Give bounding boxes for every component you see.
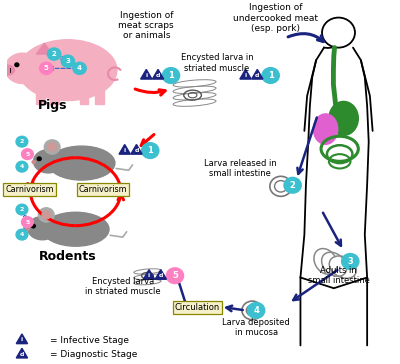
Text: 1: 1	[147, 146, 153, 155]
Ellipse shape	[0, 65, 14, 75]
Ellipse shape	[329, 102, 358, 135]
Text: 5: 5	[172, 271, 178, 280]
Circle shape	[16, 161, 28, 172]
Circle shape	[16, 204, 28, 215]
Circle shape	[61, 55, 74, 67]
Circle shape	[22, 217, 33, 228]
Circle shape	[26, 228, 29, 231]
Text: = Infective Stage: = Infective Stage	[50, 336, 129, 345]
Circle shape	[48, 48, 61, 60]
Circle shape	[32, 161, 35, 163]
Bar	[80, 84, 88, 104]
Polygon shape	[141, 70, 152, 79]
Circle shape	[342, 254, 359, 269]
Circle shape	[31, 224, 35, 228]
Text: 2: 2	[290, 181, 296, 190]
Polygon shape	[143, 270, 155, 279]
Text: d: d	[159, 273, 163, 278]
Ellipse shape	[28, 217, 57, 240]
Ellipse shape	[19, 40, 117, 100]
Circle shape	[44, 140, 60, 154]
Circle shape	[162, 68, 180, 83]
Text: d: d	[20, 352, 24, 356]
Bar	[36, 84, 45, 104]
Text: 3: 3	[65, 58, 70, 64]
Text: i: i	[244, 73, 246, 78]
Text: = Diagnostic Stage: = Diagnostic Stage	[50, 350, 138, 359]
Ellipse shape	[34, 150, 63, 173]
Text: Larva deposited
in mucosa: Larva deposited in mucosa	[222, 318, 290, 337]
Text: Carnivorism: Carnivorism	[6, 185, 54, 194]
Circle shape	[38, 208, 54, 222]
Text: i: i	[21, 337, 23, 342]
Text: d: d	[255, 73, 260, 78]
Text: 2: 2	[20, 139, 24, 144]
Circle shape	[284, 177, 301, 193]
Text: Larva released in
small intestine: Larva released in small intestine	[204, 159, 277, 178]
Circle shape	[262, 68, 279, 83]
Text: 3: 3	[347, 257, 353, 266]
Text: Ingestion of
meat scraps
or animals: Ingestion of meat scraps or animals	[118, 11, 174, 40]
Text: i: i	[124, 148, 126, 153]
Polygon shape	[252, 70, 263, 79]
Circle shape	[16, 136, 28, 147]
Polygon shape	[152, 70, 164, 79]
Bar	[95, 84, 104, 104]
Ellipse shape	[42, 212, 109, 246]
Circle shape	[16, 229, 28, 240]
Text: Rodents: Rodents	[39, 250, 97, 262]
Text: 5: 5	[25, 152, 30, 157]
Text: Encysted larva in
striated muscle: Encysted larva in striated muscle	[180, 53, 253, 73]
Ellipse shape	[48, 146, 115, 180]
Text: 5: 5	[44, 66, 49, 71]
Text: d: d	[156, 73, 160, 78]
Text: Adults in
small intestine: Adults in small intestine	[308, 266, 370, 285]
Text: 2: 2	[52, 51, 56, 57]
Polygon shape	[131, 145, 142, 154]
Polygon shape	[36, 43, 52, 54]
Bar	[50, 84, 59, 104]
Polygon shape	[119, 145, 130, 154]
Text: 4: 4	[20, 164, 24, 169]
Text: 2: 2	[20, 207, 24, 212]
Ellipse shape	[313, 114, 338, 144]
Text: 4: 4	[20, 232, 24, 237]
Text: i: i	[148, 273, 150, 278]
Circle shape	[40, 62, 53, 74]
Text: Encysted larva
in striated muscle: Encysted larva in striated muscle	[85, 277, 160, 296]
Text: 4: 4	[77, 66, 82, 71]
Text: 5: 5	[25, 219, 30, 225]
Text: 4: 4	[253, 306, 259, 315]
Polygon shape	[240, 70, 251, 79]
Circle shape	[48, 143, 56, 151]
Text: Circulation: Circulation	[175, 303, 220, 312]
Polygon shape	[155, 270, 166, 279]
Ellipse shape	[5, 53, 40, 84]
Text: d: d	[134, 148, 139, 153]
Circle shape	[248, 302, 265, 318]
Circle shape	[37, 157, 41, 161]
Text: 1: 1	[168, 71, 174, 80]
Text: 1: 1	[268, 71, 274, 80]
Polygon shape	[16, 348, 28, 358]
Text: i: i	[145, 73, 147, 78]
Circle shape	[42, 211, 50, 219]
Circle shape	[15, 63, 19, 67]
Circle shape	[142, 143, 159, 158]
Text: Ingestion of
undercooked meat
(esp. pork): Ingestion of undercooked meat (esp. pork…	[233, 3, 318, 33]
Text: Carnivorism: Carnivorism	[79, 185, 128, 194]
Text: Pigs: Pigs	[37, 99, 67, 112]
Circle shape	[73, 62, 86, 74]
Polygon shape	[16, 334, 28, 344]
Circle shape	[166, 268, 184, 284]
Circle shape	[22, 149, 33, 159]
